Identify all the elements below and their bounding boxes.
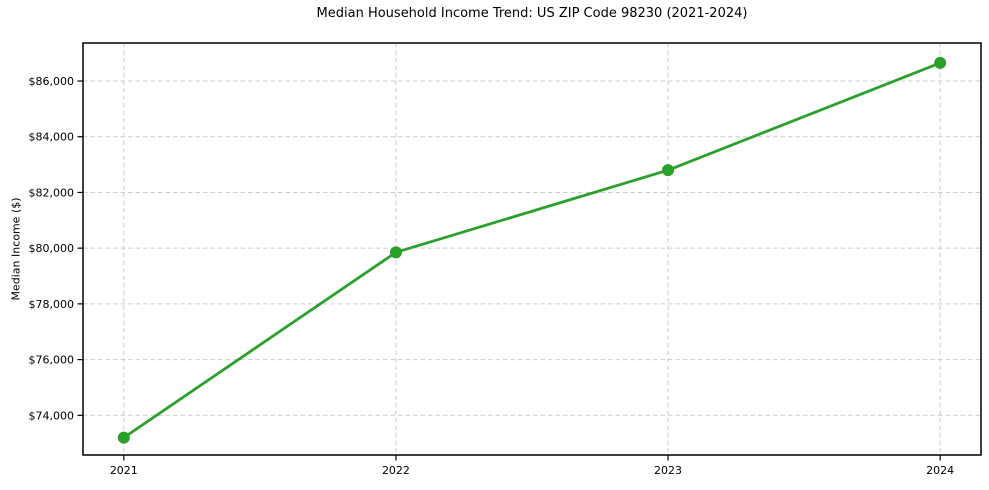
y-tick-label: $78,000 xyxy=(29,298,75,311)
x-tick-label: 2021 xyxy=(110,464,138,477)
data-point-marker xyxy=(117,431,130,444)
y-tick-label: $82,000 xyxy=(29,186,75,199)
x-tick-label: 2024 xyxy=(926,464,954,477)
y-tick-label: $84,000 xyxy=(29,131,75,144)
plot-border xyxy=(82,42,982,456)
trend-line xyxy=(122,61,942,439)
y-tick-label: $76,000 xyxy=(29,354,75,367)
y-tick-label: $80,000 xyxy=(29,242,75,255)
y-tick-label: $86,000 xyxy=(29,75,75,88)
x-tick-label: 2023 xyxy=(654,464,682,477)
data-point-marker xyxy=(934,56,947,69)
chart-title: Median Household Income Trend: US ZIP Co… xyxy=(316,6,748,21)
x-tick-label: 2022 xyxy=(382,464,410,477)
data-point-marker xyxy=(662,164,675,177)
y-tick-label: $74,000 xyxy=(29,409,75,422)
data-point-marker xyxy=(389,246,402,259)
